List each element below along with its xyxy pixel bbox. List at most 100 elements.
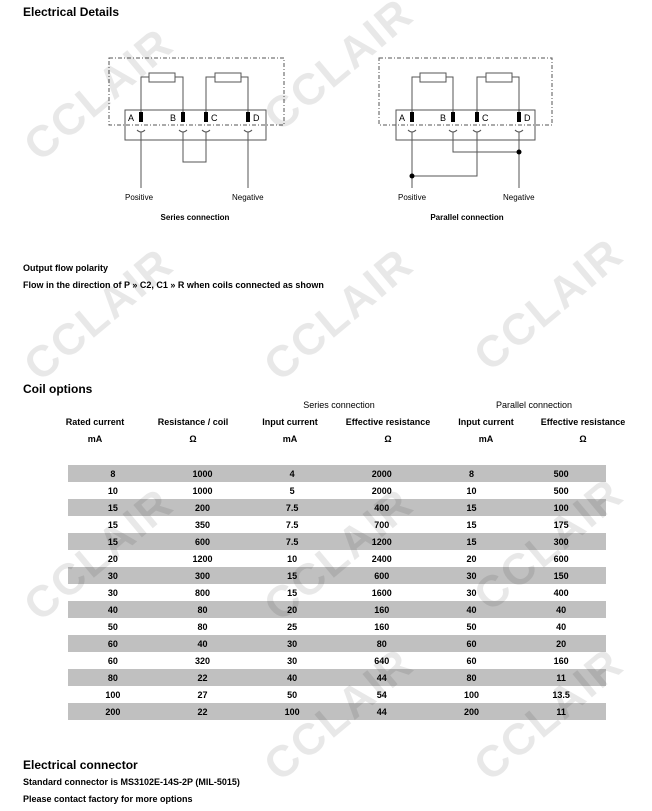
table-cell: 50	[287, 689, 298, 700]
table-cell: 15	[247, 567, 337, 584]
col-unit: mA	[282, 434, 298, 444]
table-cell: 5	[289, 485, 295, 496]
table-row: 40 80 20 160 40 40	[68, 601, 606, 618]
table-row: 50 80 25 160 50 40	[68, 618, 606, 635]
table-cell: 40	[157, 635, 248, 652]
table-cell: 40	[556, 621, 567, 632]
table-cell: 7.5	[285, 519, 299, 530]
col-unit: Ω	[189, 434, 197, 444]
table-cell: 200	[68, 703, 158, 720]
table-cell: 15	[426, 499, 517, 516]
table-cell: 500	[553, 485, 569, 496]
table-cell: 500	[516, 465, 606, 482]
table-cell: 10	[287, 553, 298, 564]
negative-label: Negative	[503, 193, 535, 202]
table-cell: 7.5	[247, 499, 337, 516]
connector-line-2: Please contact factory for more options	[23, 794, 193, 804]
parallel-group-header: Parallel connection	[495, 400, 573, 410]
watermark: CCLAIR	[254, 238, 423, 391]
terminal-d: D	[524, 113, 531, 123]
terminal-c: C	[482, 113, 489, 123]
housing-outline	[108, 57, 285, 126]
table-cell: 22	[157, 669, 248, 686]
table-cell: 1200	[336, 533, 427, 550]
positive-label: Positive	[398, 193, 427, 202]
terminal-c: C	[211, 113, 218, 123]
table-cell: 2000	[336, 465, 427, 482]
terminal-block	[124, 109, 267, 141]
watermark: CCLAIR	[464, 228, 633, 381]
table-cell: 40	[68, 601, 158, 618]
table-cell: 7.5	[247, 533, 337, 550]
coil-resistor	[214, 72, 242, 83]
table-cell: 4	[247, 465, 337, 482]
table-cell: 54	[376, 689, 387, 700]
table-cell: 2400	[371, 553, 392, 564]
coil-options-table: 8 1000 4 2000 8 500 10 1000 5 2000 10 500 15 200 7.5 40…	[68, 465, 606, 720]
table-cell: 27	[197, 689, 208, 700]
table-cell: 175	[553, 519, 569, 530]
col-header: Rated current	[65, 417, 125, 427]
table-cell: 20	[107, 553, 118, 564]
table-cell: 30	[68, 567, 158, 584]
connector-line-1: Standard connector is MS3102E-14S-2P (MI…	[23, 777, 240, 787]
connector-title: Electrical connector	[23, 758, 138, 772]
table-cell: 1000	[157, 465, 248, 482]
output-flow-title: Output flow polarity	[23, 263, 108, 273]
parallel-caption: Parallel connection	[430, 213, 503, 222]
table-cell: 8	[426, 465, 517, 482]
table-cell: 100	[516, 499, 606, 516]
table-cell: 44	[336, 669, 427, 686]
table-cell: 350	[194, 519, 210, 530]
table-cell: 100	[105, 689, 121, 700]
col-header: Resistance / coil	[157, 417, 229, 427]
positive-label: Positive	[125, 193, 154, 202]
col-header: Effective resistance	[345, 417, 431, 427]
table-cell: 44	[336, 703, 427, 720]
table-cell: 60	[426, 635, 517, 652]
output-flow-text: Flow in the direction of P » C2, C1 » R …	[23, 280, 324, 290]
terminal-d: D	[253, 113, 260, 123]
table-cell: 20	[516, 635, 606, 652]
series-diagram	[108, 57, 285, 188]
col-unit: Ω	[579, 434, 587, 444]
table-cell: 11	[516, 669, 606, 686]
table-cell: 30	[287, 655, 298, 666]
table-cell: 80	[336, 635, 427, 652]
table-row: 20 1200 10 2400 20 600	[68, 550, 606, 567]
table-cell: 300	[516, 533, 606, 550]
table-cell: 640	[374, 655, 390, 666]
table-cell: 600	[157, 533, 248, 550]
table-row: 60 320 30 640 60 160	[68, 652, 606, 669]
table-cell: 13.5	[552, 689, 570, 700]
table-cell: 60	[466, 655, 477, 666]
table-cell: 400	[553, 587, 569, 598]
table-cell: 30	[247, 635, 337, 652]
table-cell: 160	[374, 621, 390, 632]
table-cell: 1000	[192, 485, 213, 496]
table-cell: 600	[336, 567, 427, 584]
table-cell: 800	[194, 587, 210, 598]
table-cell: 40	[516, 601, 606, 618]
col-header: Effective resistance	[540, 417, 626, 427]
electrical-details-title: Electrical Details	[23, 5, 120, 19]
table-cell: 15	[287, 587, 298, 598]
table-cell: 8	[68, 465, 158, 482]
table-row: 15 600 7.5 1200 15 300	[68, 533, 606, 550]
series-caption: Series connection	[161, 213, 230, 222]
table-cell: 40	[426, 601, 517, 618]
table-cell: 40	[247, 669, 337, 686]
table-cell: 1200	[192, 553, 213, 564]
table-cell: 600	[553, 553, 569, 564]
table-cell: 300	[157, 567, 248, 584]
table-cell: 80	[426, 669, 517, 686]
table-cell: 60	[68, 635, 158, 652]
table-row: 10 1000 5 2000 10 500	[68, 482, 606, 499]
table-row: 15 200 7.5 400 15 100	[68, 499, 606, 516]
table-row: 80 22 40 44 80 11	[68, 669, 606, 686]
table-cell: 80	[197, 621, 208, 632]
table-cell: 1600	[371, 587, 392, 598]
series-group-header: Series connection	[303, 400, 375, 410]
table-cell: 400	[336, 499, 427, 516]
